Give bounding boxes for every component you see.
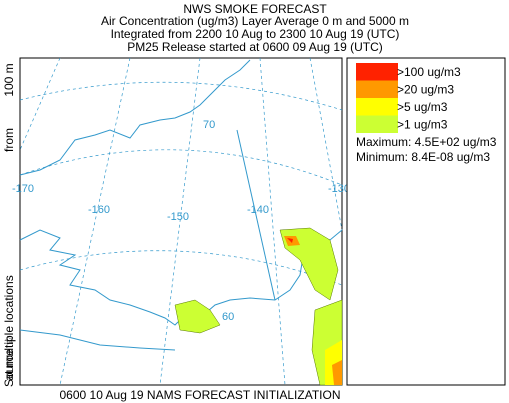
legend-swatch: [356, 80, 398, 98]
coastline: [19, 329, 176, 351]
graticule: [19, 57, 61, 151]
graticule: [159, 57, 201, 386]
side-label: from: [2, 128, 16, 152]
coastline: [19, 229, 343, 326]
smoke-plume: [174, 299, 221, 334]
legend-label: >100 ug/m3: [397, 65, 461, 79]
longitude-label: -150: [167, 211, 189, 223]
side-label: 100 m: [2, 63, 16, 96]
map: 70 -170 -160 -150 -140 -130 60: [12, 57, 350, 386]
map-frame: [19, 57, 343, 386]
coastline: [19, 59, 251, 176]
legend-label: >5 ug/m3: [397, 100, 448, 114]
longitude-label: -130: [328, 183, 350, 195]
latitude-label: 60: [222, 311, 234, 323]
subtitle: Air Concentration (ug/m3) Layer Average …: [101, 14, 409, 28]
graticule: [19, 81, 343, 111]
title: NWS SMOKE FORECAST: [183, 2, 327, 16]
longitude-label: -170: [12, 183, 34, 195]
legend-label: >1 ug/m3: [397, 118, 448, 132]
graticule: [259, 57, 286, 386]
subtitle: PM25 Release started at 0600 09 Aug 19 (…: [127, 40, 382, 54]
legend-label: >20 ug/m3: [397, 83, 454, 97]
latitude-label: 70: [203, 119, 215, 131]
legend-swatch: [356, 98, 398, 116]
graticule: [19, 149, 343, 186]
border: [236, 129, 276, 301]
legend-swatch: [356, 115, 398, 133]
legend-maximum: Maximum: 4.5E+02 ug/m3: [356, 135, 497, 149]
smoke-plume: [279, 227, 339, 301]
graticule: [309, 57, 343, 231]
side-label: Source ☆: [2, 335, 16, 387]
smoke-core: [287, 238, 293, 243]
legend-swatch: [356, 63, 398, 81]
legend: >100 ug/m3 >20 ug/m3 >5 ug/m3 >1 ug/m3: [356, 63, 461, 133]
graticule: [19, 250, 343, 286]
legend-minimum: Minimum: 8.4E-08 ug/m3: [356, 150, 490, 164]
graticule: [59, 57, 131, 386]
longitude-label: -140: [247, 204, 269, 216]
longitude-label: -160: [88, 204, 110, 216]
smoke-core: [332, 360, 342, 385]
subtitle: Integrated from 2200 10 Aug to 2300 10 A…: [111, 27, 400, 41]
side-label: at multiple locations: [2, 275, 16, 380]
footer: 0600 10 Aug 19 NAMS FORECAST INITIALIZAT…: [60, 388, 341, 402]
